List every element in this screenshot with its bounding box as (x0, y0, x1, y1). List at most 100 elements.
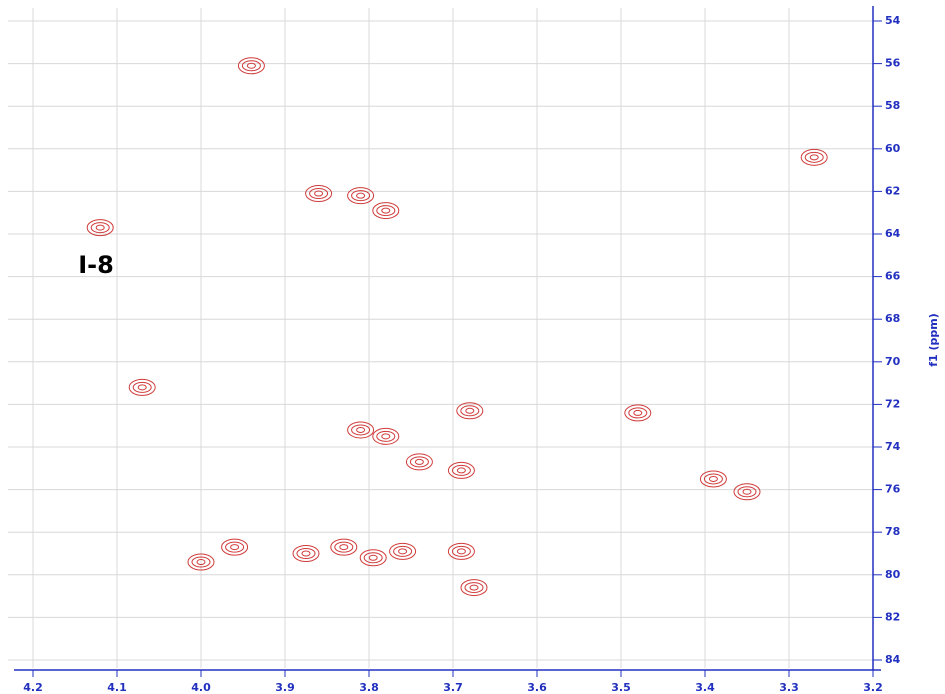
x-tick-label: 3.4 (695, 681, 715, 694)
contour (372, 427, 400, 445)
contour (347, 421, 375, 439)
contour (372, 202, 400, 220)
contour (95, 224, 105, 231)
x-tick-label: 3.2 (863, 681, 883, 694)
peak (447, 542, 475, 560)
contour (398, 548, 408, 555)
contour (86, 219, 114, 237)
contour (356, 426, 366, 433)
contour (314, 190, 324, 197)
y-tick-label: 84 (885, 653, 901, 666)
annotation: I-8 (78, 251, 114, 279)
contour (456, 548, 466, 555)
peak (237, 57, 265, 75)
y-tick-label: 66 (885, 270, 901, 283)
contour (447, 542, 475, 560)
contour (460, 405, 480, 417)
contour (196, 559, 206, 566)
peak (305, 185, 333, 203)
contour (381, 207, 391, 214)
contour (376, 205, 396, 217)
y-tick-label: 54 (885, 14, 901, 27)
peak (347, 187, 375, 205)
contour (633, 409, 643, 416)
contour (405, 453, 433, 471)
x-tick-label: 3.5 (611, 681, 631, 694)
contour (456, 467, 466, 474)
y-tick-label: 72 (885, 397, 900, 410)
contour (628, 407, 648, 419)
contour (187, 553, 215, 571)
peak (187, 553, 215, 571)
contour (191, 556, 211, 568)
contour (246, 62, 256, 69)
contour (624, 404, 652, 422)
contour (90, 222, 110, 234)
y-tick-label: 62 (885, 184, 900, 197)
contour (800, 148, 828, 166)
y-tick-label: 68 (885, 312, 900, 325)
contour (464, 582, 484, 594)
contour (221, 538, 249, 556)
x-tick-label: 3.8 (359, 681, 379, 694)
contour (389, 542, 417, 560)
peak (405, 453, 433, 471)
peak (347, 421, 375, 439)
contour (292, 545, 320, 562)
peak (372, 427, 400, 445)
contour (363, 552, 383, 564)
contour (351, 424, 371, 436)
contour (809, 154, 819, 161)
contour (469, 584, 479, 591)
peak (800, 148, 828, 166)
peak (447, 461, 475, 479)
contour (128, 378, 156, 396)
contour (309, 188, 329, 200)
y-tick-label: 82 (885, 610, 900, 623)
x-tick-label: 3.6 (527, 681, 547, 694)
contour (737, 486, 757, 498)
contour (742, 488, 752, 495)
contour (347, 187, 375, 205)
y-tick-label: 76 (885, 483, 901, 496)
contour (305, 185, 333, 203)
contour (330, 538, 358, 556)
x-tick-label: 3.3 (779, 681, 799, 694)
peak (733, 483, 761, 501)
peak (128, 378, 156, 396)
y-tick-label: 60 (885, 142, 901, 155)
y-tick-label: 56 (885, 57, 901, 70)
contour (339, 544, 349, 551)
contour (804, 151, 824, 163)
contour (301, 550, 311, 557)
contour (241, 60, 261, 72)
contour (451, 464, 471, 476)
y-tick-label: 64 (885, 227, 901, 240)
contour (456, 402, 484, 420)
y-tick-label: 80 (885, 568, 901, 581)
contour (414, 458, 424, 465)
contour (137, 384, 147, 391)
x-tick-label: 4.1 (107, 681, 127, 694)
contour (356, 192, 366, 199)
y-tick-label: 58 (885, 99, 900, 112)
contour (225, 541, 245, 553)
contour (132, 381, 152, 393)
contour (703, 473, 723, 485)
peak (389, 542, 417, 560)
contour (296, 548, 316, 559)
contour (393, 545, 413, 557)
contour (708, 475, 718, 482)
contour (237, 57, 265, 75)
peak (359, 549, 387, 567)
peak (86, 219, 114, 237)
peak (330, 538, 358, 556)
contour (460, 579, 488, 597)
contour (368, 554, 378, 561)
contour (334, 541, 354, 553)
y-axis-label: f1 (ppm) (927, 313, 940, 367)
peak (372, 202, 400, 220)
contour (465, 407, 475, 414)
y-tick-label: 78 (885, 525, 900, 538)
